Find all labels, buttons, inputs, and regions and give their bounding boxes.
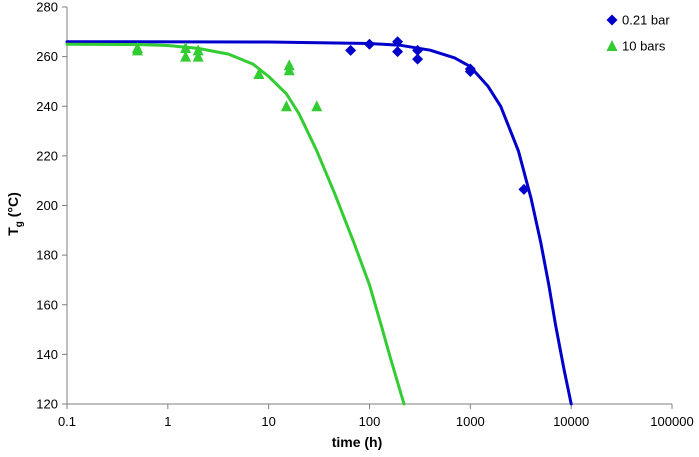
legend-marker-series-1 — [606, 14, 618, 26]
y-tick-label: 180 — [36, 248, 58, 263]
y-tick-label: 280 — [36, 0, 58, 15]
x-tick-label: 0.1 — [58, 414, 76, 429]
data-point-series-1 — [392, 36, 404, 48]
x-tick-label: 100000 — [650, 414, 693, 429]
legend-marker-series-2 — [606, 40, 618, 51]
x-tick-label: 10 — [261, 414, 275, 429]
x-tick-label: 1 — [164, 414, 171, 429]
x-tick-label: 1000 — [456, 414, 485, 429]
y-axis-title-main: T — [5, 227, 21, 236]
fit-curve-series-1 — [65, 40, 573, 406]
x-tick-label: 100 — [359, 414, 381, 429]
y-axis-ticks: 120 140 160 180 200 220 240 260 280 — [36, 0, 67, 412]
data-point-series-2 — [180, 50, 192, 62]
y-tick-label: 160 — [36, 297, 58, 312]
legend: 0.21 bar 10 bars — [606, 13, 670, 54]
fit-curves — [65, 40, 573, 406]
data-point-series-1 — [364, 38, 375, 50]
x-axis-ticks: 0.1 1 10 100 1000 10000 100000 — [58, 404, 694, 429]
y-tick-label: 120 — [36, 397, 58, 412]
data-point-series-1 — [412, 44, 424, 56]
data-point-series-1 — [464, 66, 476, 78]
data-point-series-2 — [253, 67, 265, 79]
y-tick-label: 240 — [36, 99, 58, 114]
x-axis-title: time (h) — [332, 434, 383, 450]
y-axis-title: Tg (°C) — [5, 192, 25, 236]
y-tick-label: 140 — [36, 347, 58, 362]
data-point-series-1 — [345, 44, 357, 56]
data-point-series-1 — [412, 53, 424, 65]
y-tick-label: 220 — [36, 148, 58, 163]
y-axis-title-unit: (°C) — [5, 192, 21, 221]
data-point-series-2 — [192, 44, 204, 56]
data-points — [131, 36, 530, 195]
y-axis-title-subscript: g — [14, 221, 25, 227]
y-tick-label: 200 — [36, 198, 58, 213]
legend-label-series-1: 0.21 bar — [622, 13, 670, 28]
data-point-series-2 — [283, 64, 295, 76]
data-point-series-2 — [311, 100, 323, 112]
x-tick-label: 10000 — [553, 414, 589, 429]
data-point-series-2 — [131, 44, 143, 56]
data-point-series-2 — [192, 50, 204, 62]
data-point-series-2 — [180, 41, 192, 53]
fit-curve-series-2 — [65, 42, 406, 406]
legend-label-series-2: 10 bars — [622, 39, 666, 54]
data-point-series-1 — [392, 46, 404, 58]
data-point-series-2 — [280, 100, 292, 112]
data-point-series-1 — [518, 183, 530, 195]
y-tick-label: 260 — [36, 49, 58, 64]
